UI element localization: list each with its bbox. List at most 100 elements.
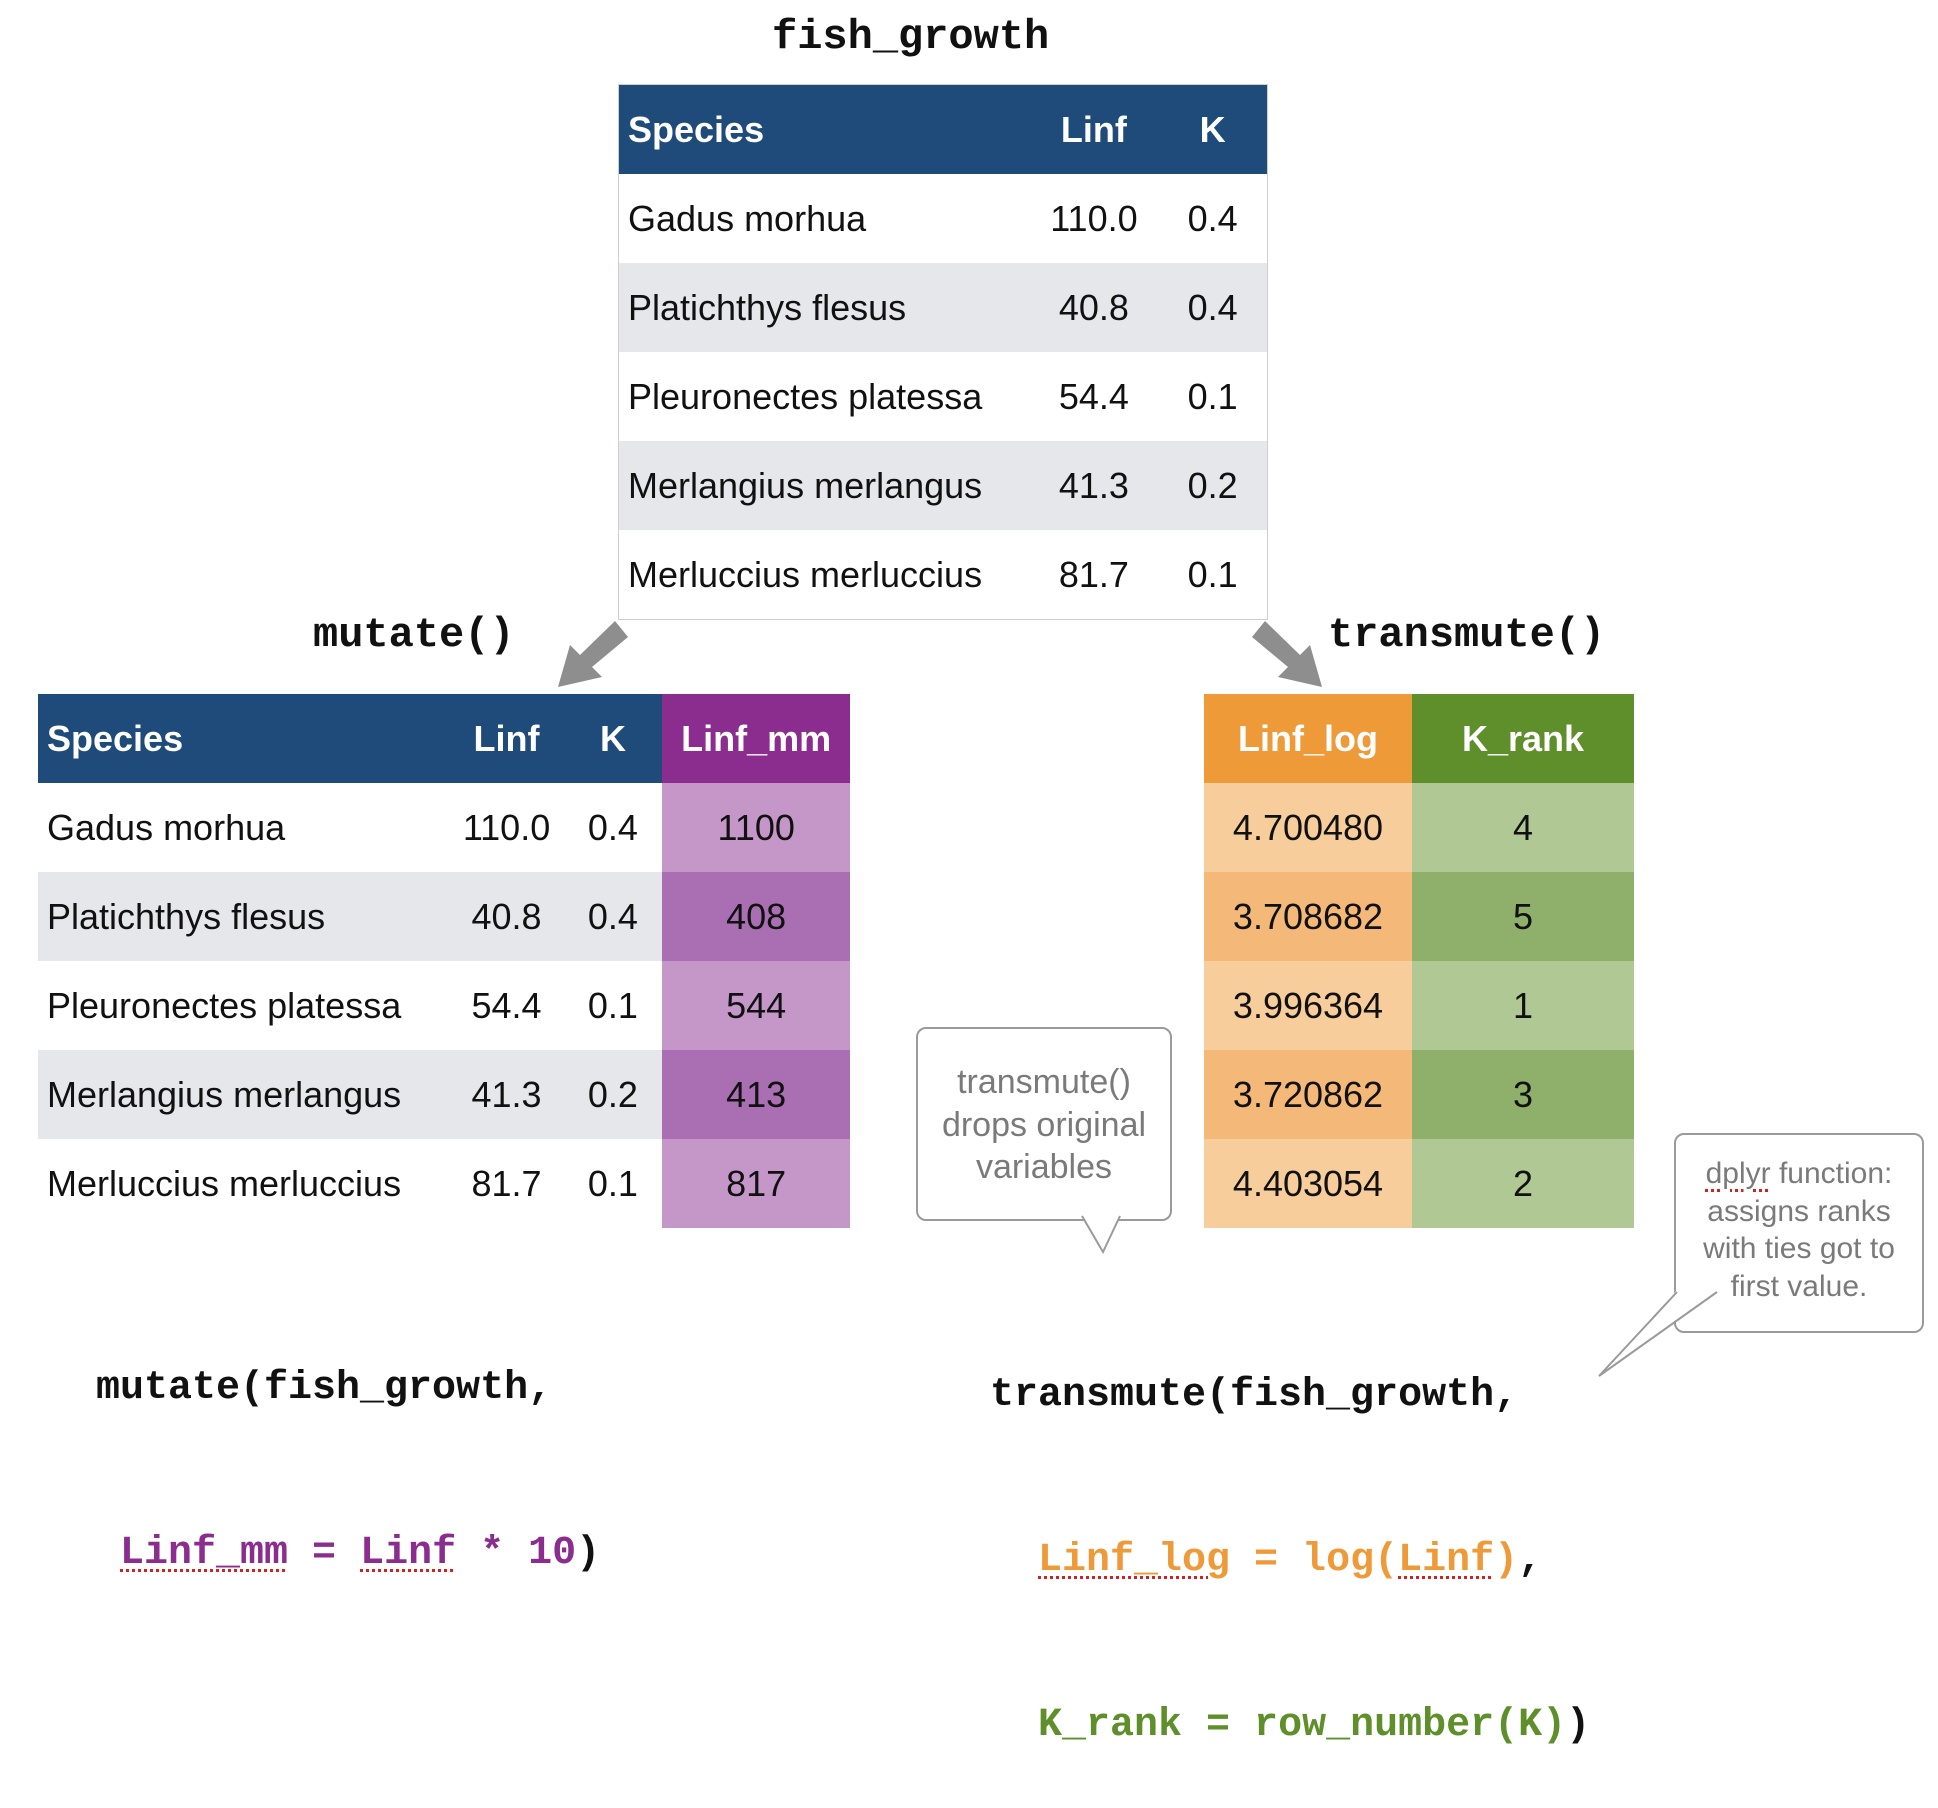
- cell-linf: 81.7: [449, 1139, 564, 1228]
- callout-line: transmute(): [957, 1063, 1131, 1101]
- cell-k: 0.2: [1158, 441, 1267, 530]
- table-row: Merlangius merlangus 41.3 0.2: [619, 441, 1267, 530]
- callout-pointer-icon: [1081, 1215, 1121, 1255]
- table-row: 3.708682 5: [1204, 872, 1634, 961]
- cell-linf: 40.8: [1029, 263, 1159, 352]
- cell-linf: 110.0: [449, 783, 564, 872]
- dplyr-word: dplyr: [1705, 1157, 1771, 1190]
- mutate-arrow-icon: [558, 621, 628, 687]
- cell-k: 0.4: [1158, 263, 1267, 352]
- header-species: Species: [619, 85, 1030, 174]
- source-table: Species Linf K Gadus morhua 110.0 0.4 Pl…: [619, 85, 1267, 619]
- table-row: Merluccius merluccius 81.7 0.1 817: [38, 1139, 850, 1228]
- cell-k: 0.2: [563, 1050, 663, 1139]
- cell-species: Pleuronectes platessa: [38, 961, 450, 1050]
- cell-linf: 41.3: [1029, 441, 1159, 530]
- cell-species: Merlangius merlangus: [38, 1050, 450, 1139]
- transmute-title: transmute(): [1328, 611, 1606, 659]
- rank-note-callout: dplyr function: assigns ranks with ties …: [1674, 1133, 1924, 1333]
- table-row: Pleuronectes platessa 54.4 0.1 544: [38, 961, 850, 1050]
- transmute-code-line3: K_rank = row_number(K)): [990, 1698, 1590, 1753]
- cell-linf: 110.0: [1029, 174, 1159, 263]
- code-src-col: Linf: [360, 1531, 457, 1576]
- source-title: fish_growth: [772, 13, 1050, 61]
- cell-species: Gadus morhua: [619, 174, 1030, 263]
- cell-k: 0.4: [1158, 174, 1267, 263]
- callout-line: first value.: [1730, 1269, 1868, 1303]
- cell-linf: 81.7: [1029, 530, 1159, 619]
- header-linf-mm: Linf_mm: [662, 694, 850, 783]
- mutate-code-line2: Linf_mm = Linf * 10): [96, 1526, 600, 1581]
- mutate-code-line1: mutate(fish_growth,: [96, 1366, 553, 1411]
- callout-line-rest: function:: [1770, 1157, 1893, 1190]
- code-eq2: = row_number(K): [1182, 1703, 1567, 1748]
- cell-k-rank: 2: [1412, 1139, 1634, 1228]
- callout-line: with ties got to: [1703, 1232, 1895, 1265]
- cell-k: 0.1: [563, 961, 663, 1050]
- cell-species: Gadus morhua: [38, 783, 450, 872]
- cell-species: Platichthys flesus: [619, 263, 1030, 352]
- code-col1: Linf_log: [1038, 1538, 1231, 1583]
- header-species: Species: [38, 694, 450, 783]
- header-linf: Linf: [1029, 85, 1159, 174]
- cell-linf-log: 3.996364: [1204, 961, 1412, 1050]
- transmute-table: Linf_log K_rank 4.700480 4 3.708682 5 3.…: [1204, 694, 1634, 1228]
- cell-species: Platichthys flesus: [38, 872, 450, 961]
- table-row: Platichthys flesus 40.8 0.4: [619, 263, 1267, 352]
- cell-linf-log: 3.708682: [1204, 872, 1412, 961]
- table-row: Merlangius merlangus 41.3 0.2 413: [38, 1050, 850, 1139]
- cell-linf-mm: 544: [662, 961, 850, 1050]
- transmute-note-callout: transmute() drops original variables: [916, 1027, 1172, 1221]
- cell-species: Merluccius merluccius: [38, 1139, 450, 1228]
- cell-linf-log: 4.403054: [1204, 1139, 1412, 1228]
- cell-linf: 54.4: [1029, 352, 1159, 441]
- code-expr: * 10: [456, 1531, 577, 1576]
- code-close1: ): [1494, 1538, 1519, 1583]
- cell-k: 0.1: [1158, 530, 1267, 619]
- cell-k: 0.4: [563, 783, 663, 872]
- cell-linf-mm: 1100: [662, 783, 850, 872]
- table-row: Pleuronectes platessa 54.4 0.1: [619, 352, 1267, 441]
- cell-k: 0.4: [563, 872, 663, 961]
- cell-k: 0.1: [563, 1139, 663, 1228]
- code-close: ): [576, 1531, 601, 1576]
- table-row: 4.403054 2: [1204, 1139, 1634, 1228]
- cell-linf-mm: 413: [662, 1050, 850, 1139]
- cell-linf-mm: 817: [662, 1139, 850, 1228]
- callout-line: dplyr function:: [1676, 1155, 1922, 1193]
- cell-species: Merluccius merluccius: [619, 530, 1030, 619]
- code-eq1: = log(: [1230, 1538, 1399, 1583]
- cell-k-rank: 3: [1412, 1050, 1634, 1139]
- cell-linf: 41.3: [449, 1050, 564, 1139]
- table-row: 3.996364 1: [1204, 961, 1634, 1050]
- transmute-code-line1: transmute(fish_growth,: [990, 1373, 1519, 1418]
- code-new-col: Linf_mm: [120, 1531, 289, 1576]
- cell-k-rank: 5: [1412, 872, 1634, 961]
- code-col2: K_rank: [1038, 1703, 1183, 1748]
- cell-linf: 54.4: [449, 961, 564, 1050]
- mutate-title: mutate(): [313, 611, 515, 659]
- cell-linf-log: 4.700480: [1204, 783, 1412, 872]
- header-linf-log: Linf_log: [1204, 694, 1412, 783]
- cell-k-rank: 4: [1412, 783, 1634, 872]
- callout-pointer-icon: [1598, 1290, 1718, 1377]
- header-linf: Linf: [449, 694, 564, 783]
- transmute-code: transmute(fish_growth, Linf_log = log(Li…: [990, 1258, 1590, 1808]
- callout-line: assigns ranks: [1707, 1194, 1891, 1228]
- cell-k-rank: 1: [1412, 961, 1634, 1050]
- table-row: Gadus morhua 110.0 0.4: [619, 174, 1267, 263]
- transmute-code-line2: Linf_log = log(Linf),: [990, 1533, 1590, 1588]
- code-arg1: Linf: [1398, 1538, 1495, 1583]
- cell-k: 0.1: [1158, 352, 1267, 441]
- header-k: K: [1158, 85, 1267, 174]
- code-comma: ,: [1518, 1538, 1543, 1583]
- callout-line: drops original: [941, 1105, 1147, 1144]
- code-eq: =: [288, 1531, 361, 1576]
- cell-linf-log: 3.720862: [1204, 1050, 1412, 1139]
- mutate-table: Species Linf K Linf_mm Gadus morhua 110.…: [38, 694, 850, 1228]
- cell-species: Pleuronectes platessa: [619, 352, 1030, 441]
- table-row: Merluccius merluccius 81.7 0.1: [619, 530, 1267, 619]
- table-row: Platichthys flesus 40.8 0.4 408: [38, 872, 850, 961]
- table-row: Gadus morhua 110.0 0.4 1100: [38, 783, 850, 872]
- cell-linf: 40.8: [449, 872, 564, 961]
